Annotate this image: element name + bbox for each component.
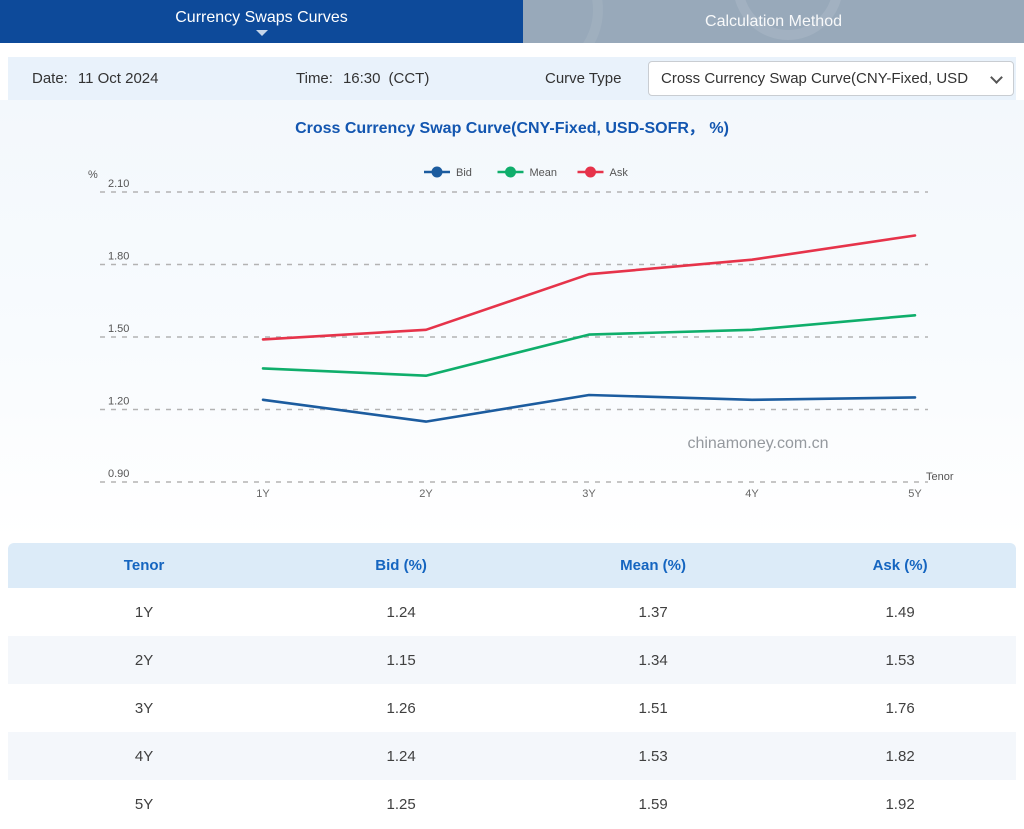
y-tick-label: 0.90 [108, 468, 129, 480]
tab-currency-swaps-curves[interactable]: Currency Swaps Curves [0, 0, 523, 43]
table-row: 5Y 1.25 1.59 1.92 [8, 780, 1016, 828]
column-header: Tenor [8, 543, 281, 588]
table-cell: 1.59 [638, 795, 668, 813]
table-cell: 1.82 [784, 732, 1016, 780]
curve-type-selected-value: Cross Currency Swap Curve(CNY-Fixed, USD [661, 70, 969, 87]
table-cell: 2Y [8, 636, 281, 684]
table-cell: 1.24 [280, 732, 523, 780]
table-cell: 1.37 [638, 603, 668, 621]
chart-title: Cross Currency Swap Curve(CNY-Fixed, USD… [295, 120, 729, 137]
gridlines: 2.10 1.80 1.50 1.20 0.90 [100, 178, 928, 483]
legend-label: Ask [610, 167, 629, 179]
date-value: 11 Oct 2024 [77, 70, 159, 87]
time-label: Time: [296, 70, 333, 87]
table-cell: 1.25 [386, 795, 416, 813]
table-cell: 1.92 [885, 795, 915, 813]
swap-curve-table: Tenor Bid (%) Mean (%) Ask (%) 1Y 1.24 1.37 1.… [8, 543, 1016, 828]
tab-label: Calculation Method [705, 12, 842, 30]
info-bar: Date: 11 Oct 2024 Time: 16:30 (CCT) Curve T… [8, 57, 1016, 100]
curve-type-label: Curve Type [545, 70, 622, 87]
curve-type-select[interactable]: Cross Currency Swap Curve(CNY-Fixed, USD [648, 61, 1014, 96]
time-field: Time: 16:30 (CCT) [296, 57, 429, 100]
table-row: 4Y 1.24 1.53 1.82 [8, 732, 1016, 780]
y-tick-label: 1.20 [108, 396, 129, 408]
x-tick-label: 5Y [908, 488, 922, 500]
legend-label: Bid [456, 167, 472, 179]
watermark: chinamoney.com.cn [687, 435, 828, 452]
tab-label: Currency Swaps Curves [175, 9, 348, 26]
table-cell: 1.49 [885, 603, 915, 621]
chart-region: Cross Currency Swap Curve(CNY-Fixed, USD… [0, 100, 1024, 540]
table-row: 1Y 1.24 1.37 1.49 [8, 588, 1016, 636]
x-tick-label: 1Y [256, 488, 270, 500]
legend-label: Mean [530, 167, 558, 179]
table-cell: 1.76 [885, 699, 915, 717]
table-cell: 4Y [8, 732, 281, 780]
table-cell: 1.53 [522, 732, 785, 780]
x-axis-labels: 1Y 2Y 3Y 4Y 5Y [256, 488, 922, 500]
time-zone: (CCT) [388, 70, 430, 87]
series-line-mean [261, 314, 917, 377]
date-label: Date: [32, 70, 68, 87]
chart-legend: Bid Mean Ask [424, 166, 629, 179]
table-cell: 1.51 [638, 699, 668, 717]
column-header: Bid (%) [280, 543, 523, 588]
table-cell: 3Y [134, 699, 154, 717]
date-field: Date: 11 Oct 2024 [32, 57, 158, 100]
legend-marker-icon [505, 166, 516, 178]
table-cell: 1.24 [386, 603, 416, 621]
table-row: 2Y 1.15 1.34 1.53 [8, 636, 1016, 684]
table-cell: 1.53 [784, 636, 1016, 684]
time-value: 16:30 [342, 70, 381, 87]
table-cell: 1.26 [386, 699, 416, 717]
x-tick-label: 3Y [582, 488, 596, 500]
series-line-bid [261, 393, 917, 423]
y-axis-unit-label: % [88, 169, 98, 181]
decorative-circle [523, 0, 603, 43]
table-cell: 1.34 [522, 636, 785, 684]
swap-curve-chart: 2.10 1.80 1.50 1.20 0.90% chinamoney.com.cn 1Y… [88, 166, 954, 500]
table-row: 3Y 1.26 1.51 1.76 [8, 684, 1016, 732]
column-header: Ask (%) [784, 543, 1016, 588]
y-tick-label: 2.10 [108, 178, 129, 190]
series-line-ask [261, 234, 917, 341]
column-header: Mean (%) [522, 543, 785, 588]
caret-down-icon [255, 30, 268, 36]
y-tick-label: 1.80 [108, 251, 129, 263]
y-tick-label: 1.50 [108, 323, 129, 335]
chevron-down-icon [990, 71, 1003, 84]
legend-marker-icon [431, 166, 443, 178]
table-cell: 1Y [134, 603, 154, 621]
table-cell: 1.15 [280, 636, 523, 684]
table-cell: 5Y [134, 795, 154, 813]
tab-bar: Currency Swaps Curves Calculation Method [0, 0, 1024, 43]
tab-calculation-method[interactable]: Calculation Method [523, 0, 1024, 43]
x-tick-label: 4Y [745, 488, 759, 500]
x-axis-name-label: Tenor [926, 471, 954, 483]
legend-marker-icon [585, 166, 596, 178]
x-tick-label: 2Y [419, 488, 433, 500]
table-header: Tenor Bid (%) Mean (%) Ask (%) [8, 543, 1016, 588]
